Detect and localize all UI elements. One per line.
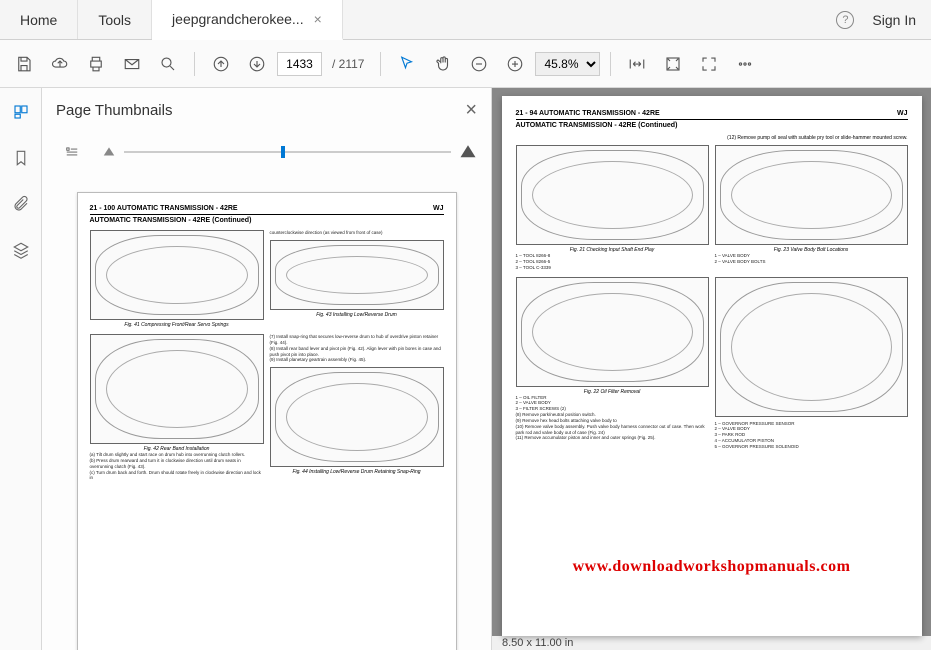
page-thumbnail[interactable]: 21 - 100 AUTOMATIC TRANSMISSION - 42REWJ… — [77, 192, 457, 650]
thumbnail-panel: Page Thumbnails × 21 - 100 AUTOMATIC TRA… — [42, 88, 492, 650]
toolbar: / 2117 45.8% — [0, 40, 931, 88]
attachment-icon[interactable] — [7, 190, 35, 218]
thumbnail-close-icon[interactable]: × — [465, 99, 477, 122]
save-icon[interactable] — [8, 48, 40, 80]
thumbnail-size-slider[interactable] — [102, 143, 477, 161]
bookmark-icon[interactable] — [7, 144, 35, 172]
fullscreen-icon[interactable] — [693, 48, 725, 80]
large-thumb-icon — [459, 143, 477, 161]
thumbnail-title: Page Thumbnails — [56, 102, 172, 119]
tab-document[interactable]: jeepgrandcherokee... × — [152, 0, 343, 40]
page-down-icon[interactable] — [241, 48, 273, 80]
zoom-out-icon[interactable] — [463, 48, 495, 80]
thumb-options-icon[interactable] — [56, 136, 88, 168]
page-total: / 2117 — [332, 57, 364, 71]
tab-close-icon[interactable]: × — [314, 11, 322, 27]
watermark: www.downloadworkshopmanuals.com — [502, 558, 922, 576]
thumbnail-scroll[interactable]: 21 - 100 AUTOMATIC TRANSMISSION - 42REWJ… — [42, 172, 491, 650]
page-dimensions: 8.50 x 11.00 in — [492, 636, 931, 650]
main-area: Page Thumbnails × 21 - 100 AUTOMATIC TRA… — [0, 88, 931, 650]
sidebar — [0, 88, 42, 650]
tab-bar: Home Tools jeepgrandcherokee... × ? Sign… — [0, 0, 931, 40]
cloud-icon[interactable] — [44, 48, 76, 80]
help-icon[interactable]: ? — [836, 11, 854, 29]
zoom-in-icon[interactable] — [499, 48, 531, 80]
select-tool-icon[interactable] — [391, 48, 423, 80]
fit-page-icon[interactable] — [657, 48, 689, 80]
more-icon[interactable] — [729, 48, 761, 80]
hand-tool-icon[interactable] — [427, 48, 459, 80]
small-thumb-icon — [102, 145, 116, 159]
print-icon[interactable] — [80, 48, 112, 80]
tab-home[interactable]: Home — [0, 0, 78, 39]
layers-icon[interactable] — [7, 236, 35, 264]
tab-document-label: jeepgrandcherokee... — [172, 11, 304, 27]
email-icon[interactable] — [116, 48, 148, 80]
search-icon[interactable] — [152, 48, 184, 80]
thumbnails-icon[interactable] — [7, 98, 35, 126]
page-input[interactable] — [277, 52, 322, 76]
page-up-icon[interactable] — [205, 48, 237, 80]
document-view[interactable]: 21 - 94 AUTOMATIC TRANSMISSION - 42REWJ … — [492, 88, 931, 650]
fit-width-icon[interactable] — [621, 48, 653, 80]
zoom-select[interactable]: 45.8% — [535, 52, 600, 76]
signin-button[interactable]: Sign In — [872, 12, 916, 28]
document-page: 21 - 94 AUTOMATIC TRANSMISSION - 42REWJ … — [502, 96, 922, 636]
tab-tools[interactable]: Tools — [78, 0, 152, 39]
